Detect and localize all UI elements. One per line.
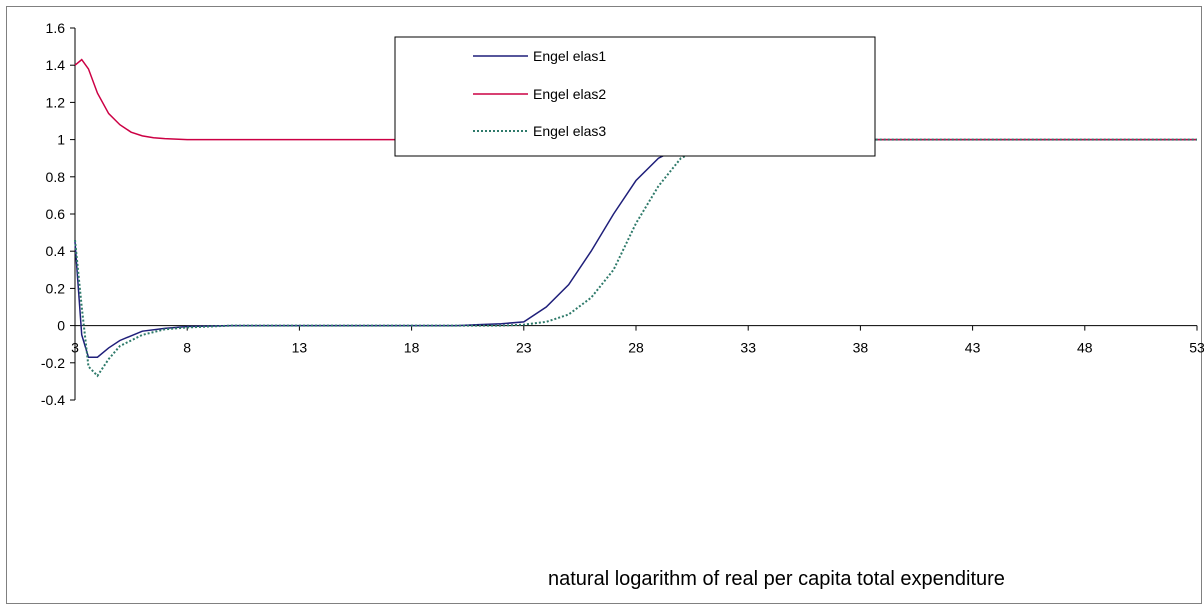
y-tick-label: 1 — [57, 132, 65, 148]
x-tick-label: 33 — [740, 340, 756, 356]
x-tick-label: 38 — [853, 340, 869, 356]
series-line-3 — [74, 138, 1197, 378]
x-tick-label: 8 — [183, 340, 191, 356]
y-tick-label: 1.6 — [46, 20, 66, 36]
y-tick-label: -0.2 — [41, 355, 65, 371]
y-tick-label: 0.6 — [46, 206, 66, 222]
y-tick-label: 0.4 — [46, 243, 66, 259]
x-tick-label: 43 — [965, 340, 981, 356]
x-tick-label: 23 — [516, 340, 532, 356]
y-tick-label: 1.2 — [46, 94, 66, 110]
x-tick-label: 3 — [71, 340, 79, 356]
axes: 1.61.41.210.80.60.40.20-0.2-0.43 8 13 18 23 2… — [41, 20, 1204, 408]
x-tick-label: 18 — [404, 340, 420, 356]
x-tick-label: 53 — [1189, 340, 1204, 356]
legend-label-3: Engel elas3 — [533, 123, 606, 139]
y-tick-label: 1.4 — [46, 57, 66, 73]
series-line-1 — [74, 138, 1197, 358]
legend-label-2: Engel elas2 — [533, 86, 606, 102]
x-tick-label: 48 — [1077, 340, 1093, 356]
y-tick-label: -0.4 — [41, 392, 65, 408]
y-tick-label: 0 — [57, 318, 65, 334]
legend: Engel elas1 Engel elas2 Engel elas3 — [394, 36, 876, 157]
x-axis-label: natural logarithm of real per capita tot… — [548, 568, 1005, 590]
x-tick-label: 13 — [292, 340, 308, 356]
y-tick-label: 0.2 — [46, 280, 66, 296]
x-tick-label: 28 — [628, 340, 644, 356]
legend-label-1: Engel elas1 — [533, 48, 606, 64]
y-tick-label: 0.8 — [46, 169, 66, 185]
legend-box — [394, 36, 876, 157]
chart-frame — [6, 6, 1202, 604]
